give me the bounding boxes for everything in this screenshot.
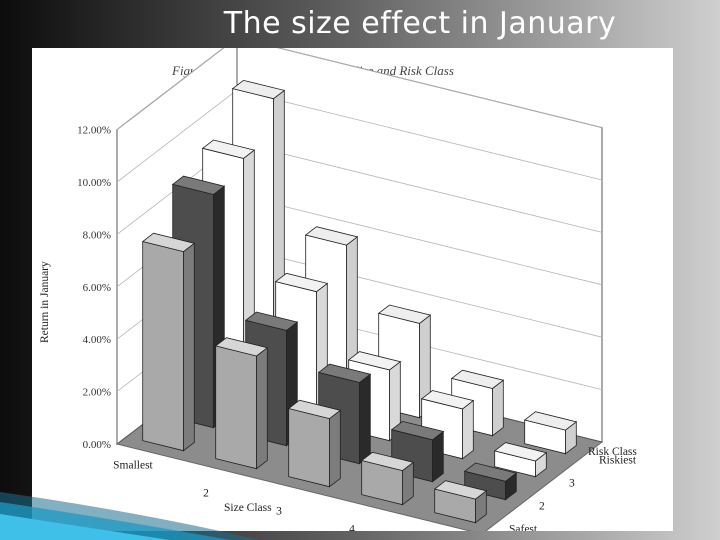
bar-top-face [463,462,518,482]
bar-top-face [450,369,505,389]
x-tick-label: 3 [276,506,282,518]
bar-side-face [183,242,195,452]
bar [523,411,578,455]
bar-top-face [141,232,196,253]
bar [141,232,196,452]
risk-tick-label: Riskiest [599,455,637,467]
bar-top-face [523,411,578,431]
bar-top-face [214,337,269,357]
gridline [116,48,603,130]
x-axis-label: Size Class [224,502,272,514]
risk-axis-label: Risk Class [588,446,637,458]
bar-chart-3d: Figure 7.4: Returns in January by Size a… [39,48,637,532]
bar [214,337,269,470]
risk-tick-label: Safest [509,524,538,532]
bar-top-face [244,311,299,331]
bar-side-face [359,373,371,465]
bar [433,480,488,524]
bar [360,451,415,506]
bar-top-face [347,351,402,371]
y-tick-label: 2.00% [83,387,111,399]
bar-top-face [390,420,445,441]
bar-front-face [142,240,184,452]
y-tick-label: 6.00% [83,282,111,294]
bar [287,399,342,488]
bar-top-face [304,226,359,246]
bar-top-face [317,363,372,383]
y-tick-label: 4.00% [83,334,111,346]
bar-top-face [493,442,548,462]
y-tick-label: 12.00% [77,125,111,137]
bar-top-face [360,451,415,472]
y-tick-label: 8.00% [83,229,111,241]
y-axis-label: Return in January [39,261,51,343]
slide-title: The size effect in January [223,6,617,41]
bar [493,442,548,478]
bar-side-face [462,399,474,460]
bar-top-face [420,390,475,410]
risk-tick-label: 2 [539,501,545,513]
y-tick-label: 0.00% [83,439,111,451]
bar-top-face [274,272,329,293]
bar-top-face [287,399,342,420]
bar-front-face [288,407,330,488]
slide-accent-decoration [0,492,260,540]
bar-side-face [329,409,341,488]
bar-top-face [231,79,286,100]
risk-tick-label: 3 [569,478,575,490]
x-tick-label: 4 [349,524,355,531]
bar-top-face [377,304,432,324]
chart-panel: Figure 7.4: Returns in January by Size a… [32,48,673,531]
bar-top-face [171,175,226,195]
bar-top-face [201,139,256,159]
y-tick-label: 10.00% [77,177,111,189]
bar-side-face [492,379,504,437]
bar-top-face [433,480,488,500]
x-tick-label: Smallest [113,460,153,472]
bar [463,462,518,501]
x-tick-label: 2 [203,488,209,500]
